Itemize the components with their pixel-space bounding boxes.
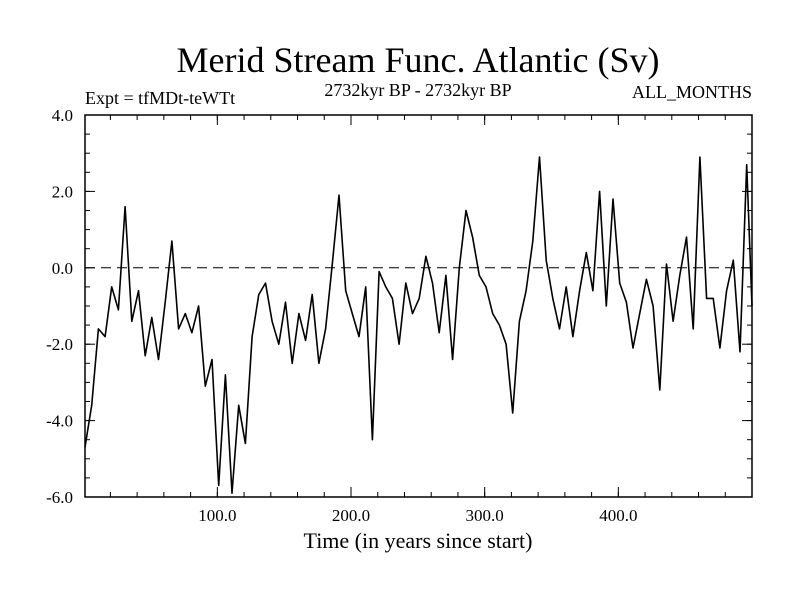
x-tick-label: 300.0	[466, 506, 504, 525]
x-tick-label: 200.0	[332, 506, 370, 525]
plot-frame	[84, 114, 753, 498]
y-tick-label: 2.0	[52, 182, 73, 201]
y-tick-label: 0.0	[52, 259, 73, 278]
x-axis-label: Time (in years since start)	[304, 528, 533, 553]
data-series-line	[84, 156, 753, 495]
y-tick-label: -6.0	[46, 488, 73, 507]
y-tick-label: -4.0	[46, 412, 73, 431]
months-label: ALL_MONTHS	[632, 82, 752, 102]
x-tick-label: 100.0	[198, 506, 236, 525]
chart-subtitle: 2732kyr BP - 2732kyr BP	[324, 80, 511, 100]
chart-title: Merid Stream Func. Atlantic (Sv)	[177, 40, 660, 80]
y-tick-label: 4.0	[52, 106, 73, 125]
experiment-label: Expt = tfMDt-teWTt	[85, 88, 235, 108]
x-tick-label: 400.0	[599, 506, 637, 525]
y-tick-label: -2.0	[46, 335, 73, 354]
